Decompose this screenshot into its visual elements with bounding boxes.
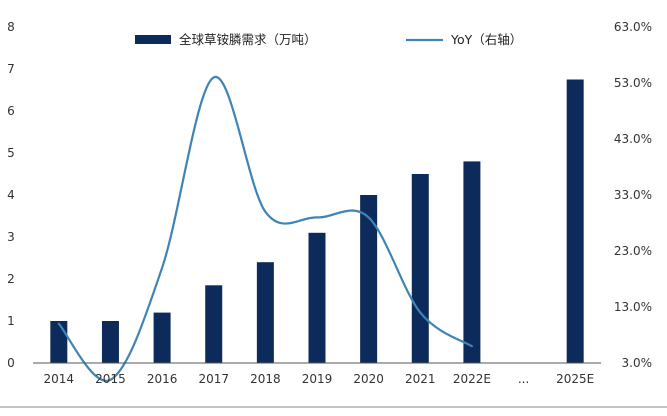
- right-tick-label: 23.0%: [614, 244, 652, 258]
- x-tick-label: 2021: [405, 372, 436, 386]
- left-tick-label: 4: [7, 188, 15, 202]
- x-tick-label: 2025E: [556, 372, 594, 386]
- right-tick-label: 43.0%: [614, 132, 652, 146]
- right-tick-label: 3.0%: [622, 356, 653, 370]
- x-tick-label: 2020: [353, 372, 384, 386]
- x-tick-label: 2015: [95, 372, 126, 386]
- left-tick-label: 0: [7, 356, 15, 370]
- bar: [411, 174, 429, 363]
- x-tick-label: 2018: [250, 372, 281, 386]
- x-tick-label: 2019: [302, 372, 333, 386]
- yoy-line: [57, 76, 473, 382]
- left-tick-label: 7: [7, 62, 15, 76]
- left-tick-label: 8: [7, 20, 15, 34]
- right-tick-label: 13.0%: [614, 300, 652, 314]
- bar: [463, 161, 481, 363]
- left-axis-ticks: 0 1 2 3 4 5 6 7 8: [7, 20, 15, 370]
- right-axis-ticks: 3.0% 13.0% 23.0% 33.0% 43.0% 53.0% 63.0%: [614, 20, 652, 370]
- left-tick-label: 6: [7, 104, 15, 118]
- bar: [256, 262, 274, 363]
- left-tick-label: 2: [7, 272, 15, 286]
- legend-bar-swatch: [135, 35, 171, 44]
- x-tick-label: 2014: [44, 372, 75, 386]
- bar-series: [50, 79, 584, 363]
- left-tick-label: 1: [7, 314, 15, 328]
- right-tick-label: 33.0%: [614, 188, 652, 202]
- bar: [101, 321, 119, 363]
- legend-bar-label: 全球草铵膦需求（万吨）: [179, 32, 317, 47]
- x-tick-label: 2022E: [453, 372, 491, 386]
- x-tick-label: 2016: [147, 372, 178, 386]
- bar: [153, 312, 171, 363]
- x-tick-label: 2017: [198, 372, 229, 386]
- left-tick-label: 3: [7, 230, 15, 244]
- right-tick-label: 53.0%: [614, 76, 652, 90]
- right-tick-label: 63.0%: [614, 20, 652, 34]
- bar: [360, 195, 378, 363]
- legend: 全球草铵膦需求（万吨） YoY（右轴）: [135, 32, 522, 47]
- x-axis-ticks: 2014 2015 2016 2017 2018 2019 2020 2021 2022E...…: [44, 372, 595, 386]
- x-tick-label: ...: [518, 372, 529, 386]
- bar: [205, 285, 223, 363]
- left-tick-label: 5: [7, 146, 15, 160]
- legend-line-label: YoY（右轴）: [450, 32, 522, 47]
- bar: [566, 79, 584, 363]
- bar: [308, 232, 326, 363]
- bar: [50, 321, 68, 363]
